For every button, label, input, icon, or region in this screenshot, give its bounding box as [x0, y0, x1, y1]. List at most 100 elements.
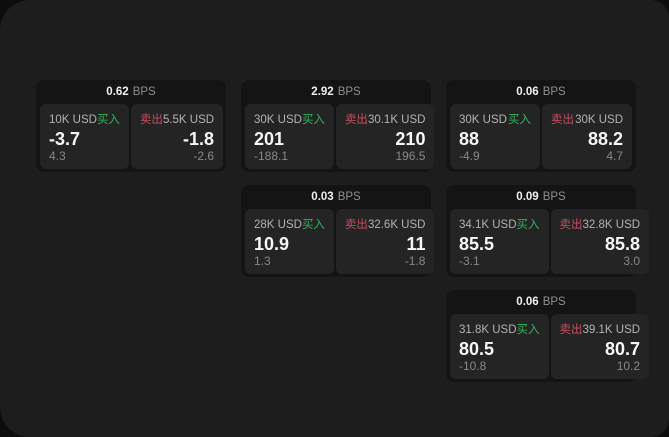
buy-price: 88	[459, 129, 480, 149]
sell-sub-value: 10.2	[616, 359, 641, 373]
sell-panel[interactable]: 卖出 32.6K USD 11 -1.8	[335, 209, 435, 274]
buy-side-label: 买入	[508, 114, 531, 126]
sell-side-label: 卖出	[559, 219, 583, 231]
panel-top: 30K USD 买入	[459, 111, 531, 127]
sell-price: 210	[395, 129, 426, 149]
panels-row: 31.8K USD 买入 80.5 -10.8 卖出 39.1K USD 80.…	[450, 314, 650, 379]
sell-price: -1.8	[183, 129, 215, 149]
sell-panel[interactable]: 卖出 5.5K USD -1.8 -2.6	[130, 104, 224, 169]
buy-side-label: 买入	[96, 114, 120, 126]
buy-sub-value: -4.9	[459, 149, 480, 163]
buy-panel[interactable]: 34.1K USD 买入 85.5 -3.1	[450, 209, 549, 274]
bps-value: 0.06	[516, 86, 539, 98]
panels-row: 30K USD 买入 201 -188.1 卖出 30.1K USD 210 1…	[245, 104, 435, 169]
sell-panel[interactable]: 卖出 30.1K USD 210 196.5	[335, 104, 435, 169]
bps-unit-label: BPS	[542, 86, 566, 98]
sell-price: 80.7	[605, 339, 641, 359]
sell-side-label: 卖出	[551, 114, 574, 126]
bps-unit-label: BPS	[542, 296, 566, 308]
bps-value: 2.92	[311, 86, 334, 98]
panel-top: 卖出 30.1K USD	[345, 111, 426, 127]
panel-top: 卖出 32.8K USD	[560, 216, 641, 232]
bps-value: 0.03	[311, 191, 334, 203]
buy-amount-label: 31.8K USD	[459, 324, 517, 336]
sell-amount-label: 32.8K USD	[582, 219, 641, 231]
buy-panel[interactable]: 31.8K USD 买入 80.5 -10.8	[450, 314, 549, 379]
panel-top: 卖出 32.6K USD	[345, 216, 426, 232]
card-header: 0.62 BPS	[40, 80, 222, 104]
card-header: 0.09 BPS	[450, 185, 632, 209]
panel-top: 34.1K USD 买入	[459, 216, 540, 232]
card-header: 0.06 BPS	[450, 290, 632, 314]
buy-amount-label: 28K USD	[254, 219, 302, 231]
sell-amount-label: 39.1K USD	[582, 324, 641, 336]
panel-top: 卖出 5.5K USD	[140, 111, 214, 127]
panels-row: 30K USD 买入 88 -4.9 卖出 30K USD 88.2 4.7	[450, 104, 632, 169]
buy-sub-value: -3.1	[459, 254, 480, 268]
buy-sub-value: 1.3	[254, 254, 271, 268]
panels-row: 34.1K USD 买入 85.5 -3.1 卖出 32.8K USD 85.8…	[450, 209, 650, 274]
panel-top: 卖出 39.1K USD	[560, 321, 641, 337]
sell-side-label: 卖出	[344, 219, 368, 231]
buy-amount-label: 30K USD	[459, 114, 507, 126]
buy-side-label: 买入	[301, 219, 325, 231]
sell-price: 88.2	[587, 129, 623, 149]
sell-sub-value: 3.0	[623, 254, 641, 268]
panel-top: 10K USD 买入	[49, 111, 120, 127]
sell-panel[interactable]: 卖出 39.1K USD 80.7 10.2	[550, 314, 650, 379]
buy-panel[interactable]: 28K USD 买入 10.9 1.3	[245, 209, 334, 274]
panels-row: 28K USD 买入 10.9 1.3 卖出 32.6K USD 11 -1.8	[245, 209, 435, 274]
buy-amount-label: 30K USD	[254, 114, 302, 126]
quote-card: 2.92 BPS 30K USD 买入 201 -188.1 卖出 30.1K U…	[241, 80, 435, 172]
buy-sub-value: -188.1	[254, 149, 289, 163]
card-header: 0.03 BPS	[245, 185, 427, 209]
panel-top: 31.8K USD 买入	[459, 321, 540, 337]
sell-price: 85.8	[605, 234, 641, 254]
panel-top: 卖出 30K USD	[551, 111, 623, 127]
sell-panel[interactable]: 卖出 32.8K USD 85.8 3.0	[550, 209, 650, 274]
buy-panel[interactable]: 30K USD 买入 88 -4.9	[450, 104, 540, 169]
bps-value: 0.62	[106, 86, 129, 98]
buy-side-label: 买入	[516, 324, 540, 336]
sell-price: 11	[406, 234, 426, 254]
buy-panel[interactable]: 10K USD 买入 -3.7 4.3	[40, 104, 129, 169]
buy-amount-label: 10K USD	[49, 114, 97, 126]
bps-unit-label: BPS	[337, 86, 361, 98]
bps-value: 0.06	[516, 296, 539, 308]
sell-sub-value: 196.5	[395, 149, 426, 163]
buy-price: 85.5	[459, 234, 495, 254]
panel-top: 28K USD 买入	[254, 216, 325, 232]
buy-sub-value: 4.3	[49, 149, 66, 163]
buy-side-label: 买入	[516, 219, 540, 231]
card-header: 2.92 BPS	[245, 80, 427, 104]
bps-unit-label: BPS	[337, 191, 361, 203]
buy-price: 201	[254, 129, 285, 149]
sell-sub-value: -2.6	[193, 149, 215, 163]
sell-panel[interactable]: 卖出 30K USD 88.2 4.7	[542, 104, 632, 169]
quote-card: 0.06 BPS 30K USD 买入 88 -4.9 卖出 30K USD	[446, 80, 636, 172]
quotes-grid: 0.62 BPS 10K USD 买入 -3.7 4.3 卖出 5.5K USD	[36, 80, 650, 382]
buy-sub-value: -10.8	[459, 359, 487, 373]
sell-amount-label: 32.6K USD	[367, 219, 426, 231]
quote-card: 0.06 BPS 31.8K USD 买入 80.5 -10.8 卖出 39.1K…	[446, 290, 650, 382]
panels-row: 10K USD 买入 -3.7 4.3 卖出 5.5K USD -1.8 -2.…	[40, 104, 224, 169]
panel-top: 30K USD 买入	[254, 111, 325, 127]
buy-price: 80.5	[459, 339, 495, 359]
sell-side-label: 卖出	[559, 324, 583, 336]
sell-amount-label: 5.5K USD	[162, 114, 215, 126]
bps-unit-label: BPS	[132, 86, 156, 98]
quote-card: 0.62 BPS 10K USD 买入 -3.7 4.3 卖出 5.5K USD	[36, 80, 226, 172]
buy-price: -3.7	[49, 129, 81, 149]
buy-panel[interactable]: 30K USD 买入 201 -188.1	[245, 104, 334, 169]
sell-amount-label: 30K USD	[575, 114, 623, 126]
bps-unit-label: BPS	[542, 191, 566, 203]
sell-side-label: 卖出	[139, 114, 163, 126]
quote-card: 0.03 BPS 28K USD 买入 10.9 1.3 卖出 32.6K USD	[241, 185, 435, 277]
buy-side-label: 买入	[301, 114, 325, 126]
card-header: 0.06 BPS	[450, 80, 632, 104]
sell-side-label: 卖出	[344, 114, 368, 126]
sell-amount-label: 30.1K USD	[367, 114, 426, 126]
bps-value: 0.09	[516, 191, 539, 203]
buy-amount-label: 34.1K USD	[459, 219, 517, 231]
